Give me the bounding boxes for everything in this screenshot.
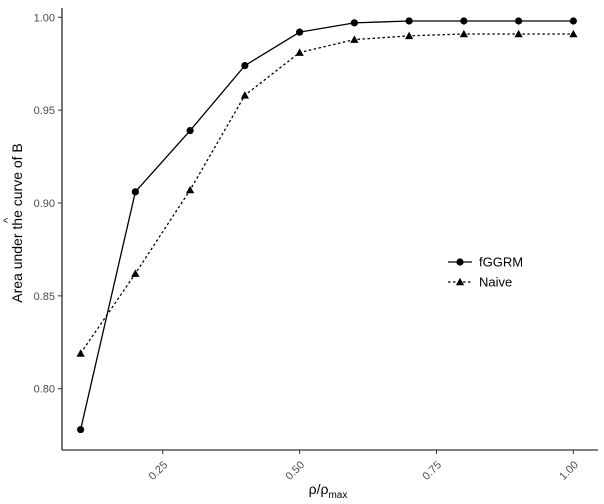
data-point — [131, 188, 139, 196]
data-point — [76, 349, 85, 357]
x-tick-label: 0.25 — [147, 459, 171, 483]
series-layer — [76, 17, 578, 434]
y-tick-label: 0.90 — [34, 198, 55, 210]
legend-label: Naive — [479, 275, 512, 290]
y-axis-title-group: Area under the curve of B ^ — [2, 143, 25, 303]
y-axis-title-hat: ^ — [2, 217, 14, 223]
series-fggrm — [77, 17, 577, 434]
data-point — [131, 269, 140, 277]
x-axis-title-denominator: ρ — [320, 481, 328, 497]
data-point — [405, 17, 413, 25]
series-line — [80, 33, 574, 354]
x-axis-title-base: ρ — [309, 481, 317, 497]
data-point — [240, 91, 250, 99]
y-axis-title: Area under the curve of B — [9, 143, 25, 303]
axis-titles: ρ/ρmax Area under the curve of B ^ — [2, 143, 347, 501]
y-tick-label: 1.00 — [34, 12, 55, 24]
data-point — [569, 29, 578, 38]
axes-layer: 0.80 0.85 0.90 0.95 1.00 0.25 0.50 0.75 1.00 — [34, 8, 598, 483]
data-point — [459, 29, 469, 38]
x-tick-label: 0.75 — [420, 459, 444, 483]
legend-item: fGGRM — [448, 255, 523, 270]
data-point — [350, 19, 358, 27]
data-point — [460, 17, 468, 25]
data-point — [350, 35, 359, 43]
x-tick-label: 0.50 — [284, 459, 308, 483]
data-point — [186, 126, 194, 135]
legend-key-marker — [455, 277, 465, 286]
y-tick-label: 0.80 — [34, 384, 55, 396]
legend-key-marker — [456, 258, 464, 266]
data-point — [77, 425, 85, 434]
y-tick-label: 0.85 — [34, 291, 55, 303]
data-point — [296, 28, 304, 36]
x-tick-label: 1.00 — [557, 459, 581, 483]
data-point — [514, 29, 523, 38]
legend-label: fGGRM — [479, 255, 523, 270]
y-tick-label: 0.95 — [34, 105, 55, 117]
series-naive — [76, 29, 578, 357]
x-axis-title-separator: / — [317, 481, 321, 497]
data-point — [241, 61, 249, 70]
data-point — [295, 48, 304, 56]
x-axis-title: ρ/ρmax — [309, 481, 348, 501]
legend: fGGRM Naive — [448, 255, 523, 290]
data-point — [404, 31, 414, 40]
data-point — [569, 17, 577, 25]
legend-item: Naive — [448, 275, 512, 290]
series-line — [79, 20, 574, 430]
data-point — [515, 17, 523, 25]
x-axis-title-subscript: max — [328, 490, 347, 501]
data-point — [185, 185, 195, 194]
